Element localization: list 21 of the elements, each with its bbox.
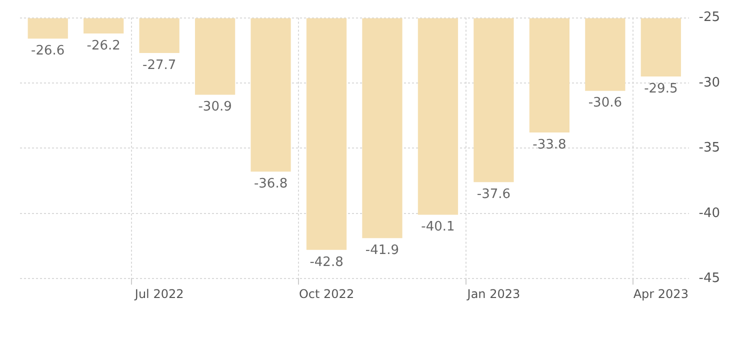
x-tick-label: Oct 2022 (298, 286, 354, 301)
data-label: -42.8 (310, 254, 344, 270)
y-tick-label: -45 (698, 270, 720, 286)
y-tick-label: -30 (698, 75, 720, 90)
x-tick-label: Jan 2023 (466, 286, 520, 301)
data-label: -33.8 (532, 137, 566, 152)
data-label: -26.6 (31, 44, 65, 59)
data-label: -27.7 (142, 58, 176, 73)
data-label: -40.1 (421, 220, 455, 235)
x-tick-label: Jul 2022 (134, 286, 184, 301)
y-tick-label: -35 (698, 140, 720, 156)
data-label: -26.2 (86, 38, 120, 54)
data-label: -29.5 (644, 81, 678, 96)
y-tick-label: -40 (698, 206, 720, 221)
data-label: -41.9 (365, 243, 400, 258)
data-label: -36.8 (254, 176, 288, 192)
data-label: -37.6 (476, 186, 511, 202)
x-tick-label: Apr 2023 (633, 286, 688, 301)
data-label: -30.6 (588, 96, 622, 111)
y-tick-label: -25 (698, 10, 720, 26)
data-label: -30.9 (198, 100, 232, 115)
